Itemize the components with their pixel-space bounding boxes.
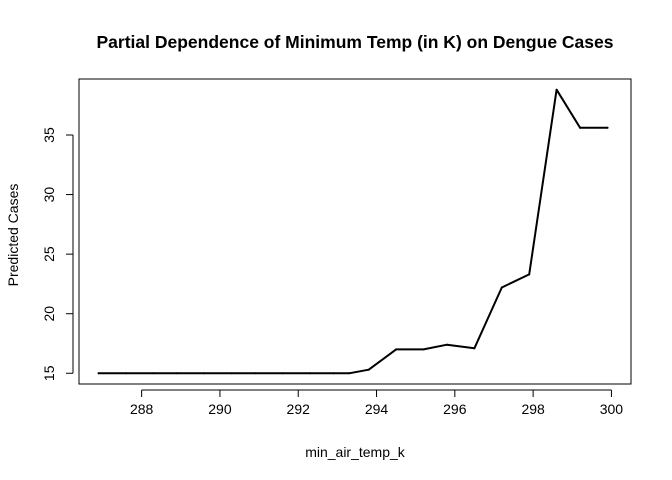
x-tick-label: 288 (130, 401, 154, 417)
x-axis: 288 290 292 294 296 298 300 (130, 389, 624, 417)
y-tick-label: 25 (41, 246, 57, 262)
data-point (309, 372, 311, 375)
data-point (528, 273, 531, 276)
y-axis-label: Predicted Cases (5, 184, 21, 287)
data-point (254, 372, 257, 375)
x-tick-label: 290 (208, 401, 232, 417)
data-point (97, 372, 100, 375)
data-point (230, 372, 233, 375)
y-tick-label: 20 (41, 306, 57, 322)
y-tick-label: 15 (41, 365, 57, 381)
series-layer (97, 88, 609, 375)
x-tick-label: 300 (600, 401, 624, 417)
x-tick-label: 294 (365, 401, 389, 417)
data-point (125, 372, 127, 375)
x-tick-label: 296 (443, 401, 467, 417)
data-point (203, 372, 206, 375)
data-point (281, 372, 284, 375)
data-point (367, 368, 370, 371)
y-tick-label: 30 (41, 187, 57, 203)
data-point (500, 286, 503, 289)
data-point (348, 372, 351, 375)
data-point (579, 126, 582, 129)
data-point (446, 343, 448, 346)
y-tick-label: 35 (41, 127, 57, 143)
chart-title: Partial Dependence of Minimum Temp (in K… (97, 32, 614, 52)
plot-frame (78, 78, 632, 385)
data-point (395, 348, 398, 351)
x-tick-label: 292 (287, 401, 311, 417)
data-point (606, 126, 609, 129)
x-tick-label: 298 (521, 401, 545, 417)
data-point (175, 372, 178, 375)
data-point (473, 347, 476, 350)
y-axis: 15 20 25 30 35 (41, 127, 74, 381)
x-axis-label: min_air_temp_k (305, 444, 406, 460)
data-point (555, 88, 558, 91)
data-point (152, 372, 155, 375)
data-point (332, 372, 335, 375)
data-point (422, 348, 425, 351)
